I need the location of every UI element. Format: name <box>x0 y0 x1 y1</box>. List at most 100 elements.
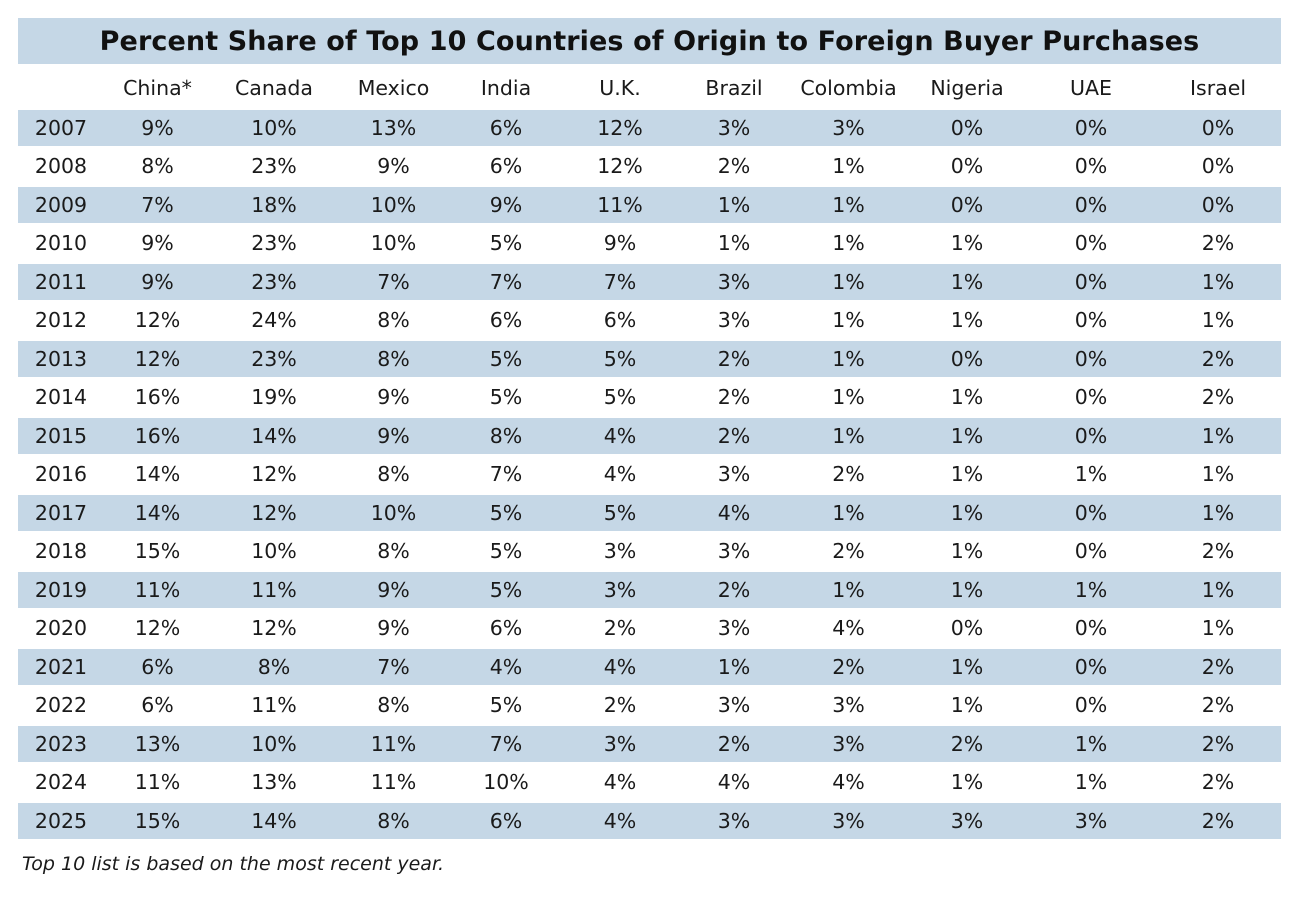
table-cell: 1% <box>907 572 1027 608</box>
table-cell: 12% <box>104 341 211 377</box>
table-cell: 1% <box>950 462 984 487</box>
table-cell: 24% <box>251 308 297 333</box>
table-cell: 12% <box>134 616 181 641</box>
table-cell: 1% <box>1201 462 1235 487</box>
table-cell: 4% <box>832 616 865 641</box>
table-cell: 16% <box>134 385 181 410</box>
column-header: Brazil <box>705 76 763 100</box>
table-cell: 4% <box>603 462 637 487</box>
table-cell: 15% <box>134 539 181 564</box>
table-cell: 2% <box>832 462 865 487</box>
table-cell: 13% <box>104 726 211 762</box>
table-cell: 0% <box>1027 264 1155 300</box>
row-year-label: 2015 <box>18 418 104 454</box>
table-cell: 16% <box>104 418 211 454</box>
table-cell: 1% <box>950 308 984 333</box>
table-cell: 10% <box>211 110 337 146</box>
table-cell: 1% <box>907 264 1027 300</box>
table-cell: 2% <box>1155 726 1281 762</box>
table-cell: 3% <box>790 726 907 762</box>
table-cell: 23% <box>251 154 297 179</box>
table-cell: 18% <box>211 187 337 223</box>
table-cell: 5% <box>450 495 562 531</box>
table-cell: 1% <box>950 539 984 564</box>
table-cell: 2% <box>790 649 907 685</box>
table-cell: 3% <box>907 803 1027 839</box>
table-cell: 8% <box>377 693 410 718</box>
table-cell: 13% <box>251 770 297 795</box>
table-cell: 2% <box>832 539 865 564</box>
table-cell: 3% <box>717 616 751 641</box>
table-cell: 1% <box>1155 418 1281 454</box>
row-year-label: 2010 <box>34 231 88 256</box>
table-cell: 0% <box>1027 495 1155 531</box>
table-row: 2019 11% 11% 9% 5% 3% 2% 1% 1% 1% 1% <box>18 572 1281 608</box>
table-cell: 2% <box>717 154 751 179</box>
header-row: China* Canada Mexico India U.K. Brazil Colombi… <box>18 69 1281 107</box>
table-cell: 0% <box>1155 110 1281 146</box>
table-cell: 1% <box>832 308 865 333</box>
table-cell: 9% <box>141 231 174 256</box>
table-cell: 1% <box>950 693 984 718</box>
table-row: 2018 15% 10% 8% 5% 3% 3% 2% 1% 0% 2% <box>18 534 1281 570</box>
row-year-label: 2019 <box>18 572 104 608</box>
table-cell: 2% <box>678 341 790 377</box>
table-cell: 0% <box>1074 539 1108 564</box>
table-row: 2008 8% 23% 9% 6% 12% 2% 1% 0% 0% 0% <box>18 149 1281 185</box>
table-cell: 1% <box>790 418 907 454</box>
table-cell: 0% <box>1027 110 1155 146</box>
row-year-label: 2021 <box>18 649 104 685</box>
table-cell: 6% <box>489 154 523 179</box>
table-cell: 14% <box>104 495 211 531</box>
table-cell: 1% <box>790 572 907 608</box>
table-cell: 0% <box>1155 187 1281 223</box>
table-cell: 23% <box>211 341 337 377</box>
table-cell: 12% <box>562 110 678 146</box>
table-cell: 4% <box>832 770 865 795</box>
table-cell: 11% <box>211 572 337 608</box>
table-cell: 5% <box>489 231 523 256</box>
table-cell: 2% <box>1155 341 1281 377</box>
table-cell: 5% <box>489 385 523 410</box>
table-cell: 0% <box>1027 418 1155 454</box>
table-cell: 3% <box>832 693 865 718</box>
table-cell: 10% <box>337 187 450 223</box>
table-cell: 12% <box>251 616 297 641</box>
table-row: 2014 16% 19% 9% 5% 5% 2% 1% 1% 0% 2% <box>18 380 1281 416</box>
column-header: Canada <box>234 76 313 100</box>
table-cell: 4% <box>717 770 751 795</box>
table-row: 2010 9% 23% 10% 5% 9% 1% 1% 1% 0% 2% <box>18 226 1281 262</box>
table-cell: 1% <box>950 385 984 410</box>
table-row: 2016 14% 12% 8% 7% 4% 3% 2% 1% 1% 1% <box>18 457 1281 493</box>
table-cell: 1% <box>1074 462 1108 487</box>
row-year-label: 2024 <box>34 770 88 795</box>
data-table-container: China* Canada Mexico India U.K. Brazil Colombi… <box>18 66 1281 842</box>
row-year-label: 2023 <box>18 726 104 762</box>
table-cell: 23% <box>211 264 337 300</box>
table-cell: 3% <box>562 726 678 762</box>
table-row: 2013 12% 23% 8% 5% 5% 2% 1% 0% 0% 2% <box>18 341 1281 377</box>
table-cell: 3% <box>562 572 678 608</box>
table-cell: 2% <box>678 418 790 454</box>
table-row: 2021 6% 8% 7% 4% 4% 1% 2% 1% 0% 2% <box>18 649 1281 685</box>
table-cell: 0% <box>1074 693 1108 718</box>
row-year-label: 2008 <box>34 154 88 179</box>
table-cell: 2% <box>603 693 637 718</box>
table-cell: 0% <box>950 616 984 641</box>
column-header-year <box>18 69 104 107</box>
table-cell: 4% <box>562 418 678 454</box>
table-cell: 8% <box>211 649 337 685</box>
table-cell: 4% <box>603 770 637 795</box>
table-row: 2025 15% 14% 8% 6% 4% 3% 3% 3% 3% 2% <box>18 803 1281 839</box>
table-cell: 2% <box>1201 385 1235 410</box>
row-year-label: 2025 <box>18 803 104 839</box>
table-cell: 0% <box>907 110 1027 146</box>
column-header: Colombia <box>800 76 897 100</box>
table-cell: 0% <box>1027 187 1155 223</box>
table-cell: 9% <box>104 264 211 300</box>
table-row: 2011 9% 23% 7% 7% 7% 3% 1% 1% 0% 1% <box>18 264 1281 300</box>
table-row: 2020 12% 12% 9% 6% 2% 3% 4% 0% 0% 1% <box>18 611 1281 647</box>
table-cell: 3% <box>603 539 637 564</box>
title-bar: Percent Share of Top 10 Countries of Ori… <box>18 18 1281 64</box>
table-cell: 0% <box>1027 649 1155 685</box>
